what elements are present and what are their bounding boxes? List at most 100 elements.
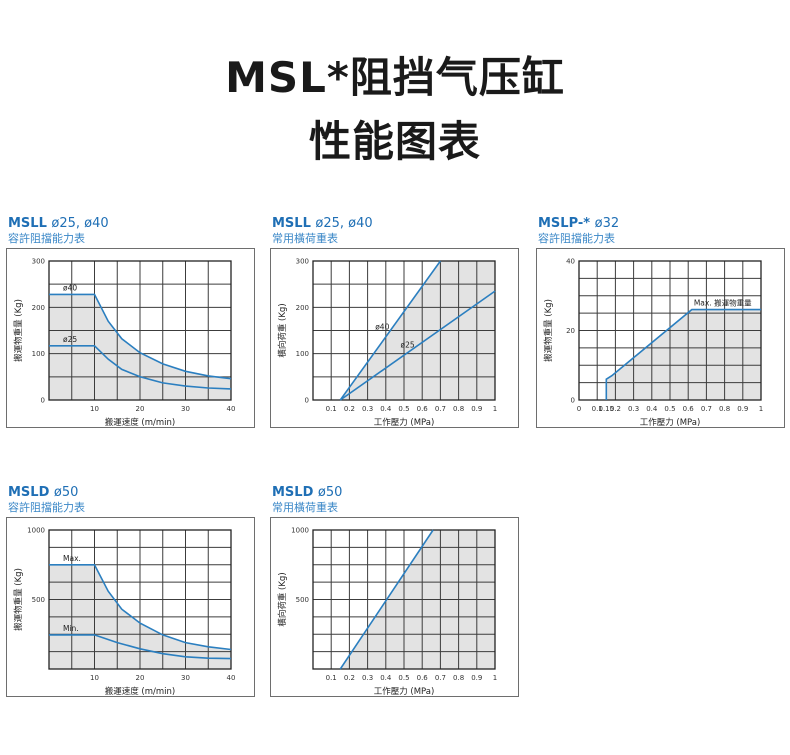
chart1-xtick-label: 40 — [227, 405, 236, 413]
chart2-ylabel: 橫向荷重 (Kg) — [277, 303, 288, 357]
chart3-shaded-area — [606, 309, 761, 400]
chart3-xtick-label: 0.6 — [683, 405, 695, 413]
chart2-ytick-label: 200 — [296, 304, 309, 312]
chart5-series-line-1 — [339, 529, 434, 670]
chart3-xtick-label: 0.5 — [664, 405, 675, 413]
chart5-ytick-label: 500 — [296, 596, 309, 604]
chart2-bore: ø25, ø40 — [315, 216, 373, 231]
chart5-xtick-label: 0.8 — [453, 674, 464, 682]
chart2-ytick-label: 0 — [305, 397, 309, 405]
chart5-plot: 0.1 0.2 0.3 0.4 0.5 0.6 0.7 0.8 0.9 1 500 1000 工作壓力 … — [277, 527, 497, 698]
chart2-heading: MSLL ø25, ø40 常用橫荷重表 — [272, 216, 373, 246]
chart5-ytick-label: 1000 — [291, 527, 309, 535]
chart4-series-label-1: Max. — [63, 554, 81, 563]
chart2-xtick-label: 0.6 — [417, 405, 429, 413]
chart3-ytick-label: 40 — [566, 258, 575, 266]
chart1-plot-border — [48, 260, 232, 401]
chart3-heading: MSLP-* ø32 容許阻擋能力表 — [538, 216, 619, 246]
chart1-subtitle: 容許阻擋能力表 — [8, 232, 85, 245]
chart5-xtick-label: 1 — [493, 674, 497, 682]
chart2-model: MSLL — [272, 216, 311, 231]
chart3-xlabel: 工作壓力 (MPa) — [640, 417, 701, 427]
chart4-series-label-2: Min. — [63, 624, 79, 633]
chart5-heading: MSLD ø50 常用橫荷重表 — [272, 485, 342, 515]
chart1-xtick-label: 10 — [90, 405, 99, 413]
chart5-grid — [313, 530, 495, 669]
chart1-ytick-label: 0 — [41, 397, 45, 405]
chart4-ylabel: 搬運物重量 (Kg) — [13, 568, 24, 631]
chart1-ytick-label: 200 — [32, 304, 45, 312]
chart3-model: MSLP-* — [538, 216, 591, 231]
chart5-frame: 0.1 0.2 0.3 0.4 0.5 0.6 0.7 0.8 0.9 1 500 1000 工作壓力 … — [270, 517, 519, 697]
chart1-series-line-1 — [49, 293, 232, 380]
chart4-xtick-label: 20 — [136, 674, 145, 682]
chart5-xtick-label: 0.3 — [362, 674, 373, 682]
chart3-ytick-label: 0 — [571, 397, 575, 405]
chart4-subtitle: 容許阻擋能力表 — [8, 501, 85, 514]
chart5-model: MSLD — [272, 485, 314, 500]
chart2-ytick-label: 300 — [296, 258, 309, 266]
chart3-xtick-label: 0.7 — [701, 405, 712, 413]
chart1-ylabel: 搬運物重量 (Kg) — [13, 299, 24, 362]
chart2-plot: ø40 ø25 0.1 0.2 0.3 0.4 0.5 0.6 0.7 0.8 0.9 1 0 100 20… — [277, 258, 497, 429]
chart3-xtick-label: 0.15 — [599, 405, 615, 413]
chart5-plot-border — [312, 529, 496, 670]
chart5-subtitle: 常用橫荷重表 — [272, 501, 338, 514]
chart4-ytick-label: 500 — [32, 596, 45, 604]
chart2-series-line-1 — [339, 260, 442, 401]
chart3-series-label-1: Max. 搬運物重量 — [694, 298, 752, 308]
chart3-frame: Max. 搬運物重量 0 0.1 0.15 0.2 0.3 0.4 0.5 0.6 0.7 0.8 0… — [536, 248, 785, 428]
chart4-series-line-1 — [49, 564, 232, 651]
chart1-grid — [49, 261, 231, 400]
chart1-heading: MSLL ø25, ø40 容許阻擋能力表 — [8, 216, 109, 246]
chart4-plot: Max. Min. 10 20 30 40 500 1000 搬運速度 (m/min) 搬運物重量… — [13, 527, 235, 698]
chart3-xtick-label: 0.2 — [610, 405, 621, 413]
chart5-xtick-label: 0.4 — [380, 674, 392, 682]
chart3-series-line-1 — [605, 308, 761, 400]
chart3-ytick-label: 20 — [566, 327, 575, 335]
chart2-xtick-label: 0.3 — [362, 405, 373, 413]
chart3-xtick-label: 0.8 — [719, 405, 730, 413]
chart5-xtick-label: 0.9 — [471, 674, 482, 682]
chart2-series-label-2: ø25 — [401, 341, 415, 350]
chart5-xtick-label: 0.2 — [344, 674, 355, 682]
chart2-ytick-label: 100 — [296, 350, 309, 358]
chart1-series-label-2: ø25 — [63, 335, 77, 344]
chart2-xtick-label: 0.5 — [398, 405, 409, 413]
chart1-plot: ø40 ø25 10 20 30 40 0 100 200 300 搬運速度 (m/min) 搬運物重… — [13, 258, 236, 429]
page-title-line2: 性能图表 — [308, 117, 481, 166]
chart5-xtick-label: 0.1 — [326, 674, 337, 682]
chart3-xtick-label: 0 — [577, 405, 581, 413]
chart4-frame: Max. Min. 10 20 30 40 500 1000 搬運速度 (m/min) 搬運物重量… — [6, 517, 255, 697]
chart1-xtick-label: 30 — [181, 405, 190, 413]
chart1-model: MSLL — [8, 216, 47, 231]
chart3-ylabel: 搬運物重量 (Kg) — [543, 299, 554, 362]
chart2-xtick-label: 0.7 — [435, 405, 446, 413]
chart2-xtick-label: 1 — [493, 405, 497, 413]
chart3-subtitle: 容許阻擋能力表 — [538, 232, 615, 245]
chart4-xtick-label: 10 — [90, 674, 99, 682]
chart3-xtick-label: 0.9 — [737, 405, 748, 413]
chart3-plot: Max. 搬運物重量 0 0.10.150.2 0.3 0.4 0.5 0.6 0.7 0.8 0… — [543, 258, 763, 429]
chart2-plot-border — [312, 260, 496, 401]
chart3-xtick-label: 0.1 — [592, 405, 603, 413]
chart2-xtick-label: 0.4 — [380, 405, 392, 413]
chart5-xtick-label: 0.5 — [398, 674, 409, 682]
chart1-ytick-label: 300 — [32, 258, 45, 266]
chart1-xtick-label: 20 — [136, 405, 145, 413]
chart3-plot-border — [578, 260, 762, 401]
chart4-bore: ø50 — [53, 485, 79, 500]
chart2-subtitle: 常用橫荷重表 — [272, 232, 338, 245]
chart2-series-label-1: ø40 — [375, 323, 389, 332]
chart1-series-label-1: ø40 — [63, 283, 77, 292]
chart2-xtick-label: 0.1 — [326, 405, 337, 413]
chart4-xtick-label: 30 — [181, 674, 190, 682]
chart1-bore: ø25, ø40 — [51, 216, 109, 231]
chart5-ylabel: 橫向荷重 (Kg) — [277, 572, 288, 626]
chart2-frame: ø40 ø25 0.1 0.2 0.3 0.4 0.5 0.6 0.7 0.8 0.9 1 0 100 20… — [270, 248, 519, 428]
chart4-heading: MSLD ø50 容許阻擋能力表 — [8, 485, 85, 515]
chart4-series-line-2 — [49, 634, 232, 660]
chart3-grid — [579, 261, 761, 400]
chart5-bore: ø50 — [317, 485, 343, 500]
chart1-ytick-label: 100 — [32, 350, 45, 358]
